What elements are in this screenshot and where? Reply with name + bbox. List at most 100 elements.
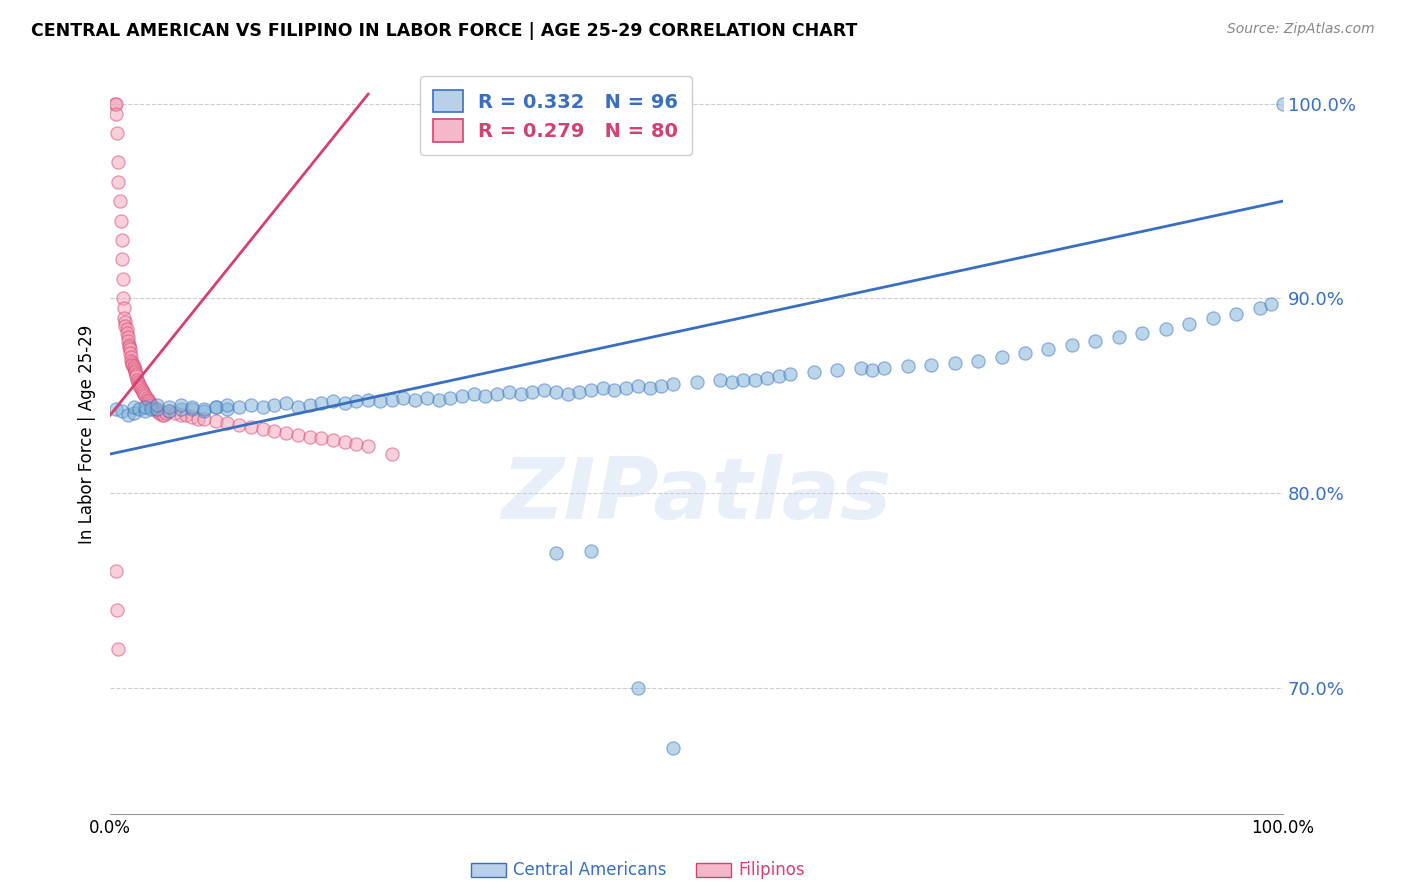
Point — [181, 401, 204, 415]
Point — [134, 389, 156, 403]
Point — [153, 408, 176, 422]
Point — [107, 175, 129, 189]
Point — [134, 401, 156, 415]
Point — [592, 381, 614, 395]
Point — [114, 315, 136, 329]
Point — [131, 383, 153, 397]
Point — [117, 408, 139, 422]
Point — [1084, 334, 1107, 348]
Point — [120, 346, 142, 360]
Point — [309, 432, 332, 446]
Point — [544, 384, 567, 399]
Point — [228, 401, 250, 415]
Point — [148, 406, 170, 420]
Point — [124, 365, 146, 379]
Point — [169, 398, 191, 412]
Point — [146, 402, 169, 417]
Point — [141, 401, 163, 415]
Point — [309, 396, 332, 410]
Point — [252, 401, 274, 415]
Point — [263, 398, 285, 412]
Point — [439, 391, 461, 405]
Point — [509, 386, 531, 401]
Point — [603, 383, 626, 397]
Point — [117, 334, 139, 348]
Point — [111, 233, 134, 247]
Point — [357, 439, 380, 453]
Point — [298, 429, 321, 443]
Point — [779, 368, 801, 382]
Y-axis label: In Labor Force | Age 25-29: In Labor Force | Age 25-29 — [79, 325, 96, 544]
Point — [298, 398, 321, 412]
Point — [381, 447, 404, 461]
Point — [486, 386, 509, 401]
Point — [252, 422, 274, 436]
Point — [187, 412, 209, 426]
Point — [873, 361, 896, 376]
Point — [124, 363, 146, 377]
Point — [136, 392, 159, 407]
Text: ZIPatlas: ZIPatlas — [502, 454, 891, 537]
Point — [1014, 346, 1036, 360]
Point — [141, 398, 163, 412]
Point — [217, 398, 239, 412]
Point — [709, 373, 731, 387]
Point — [104, 96, 127, 111]
Point — [1130, 326, 1153, 341]
Point — [744, 373, 766, 387]
Point — [105, 126, 128, 140]
Point — [105, 402, 128, 417]
Point — [1201, 310, 1223, 325]
Point — [139, 396, 162, 410]
Point — [146, 398, 169, 412]
Point — [122, 359, 145, 374]
Point — [115, 322, 138, 336]
Point — [990, 350, 1012, 364]
Point — [110, 213, 132, 227]
Point — [803, 365, 825, 379]
Text: Source: ZipAtlas.com: Source: ZipAtlas.com — [1227, 22, 1375, 37]
Point — [239, 398, 262, 412]
Point — [333, 435, 356, 450]
Point — [122, 401, 145, 415]
Point — [544, 546, 567, 560]
Point — [141, 402, 163, 417]
Point — [322, 434, 344, 448]
Point — [204, 401, 226, 415]
Point — [127, 375, 149, 389]
Point — [127, 373, 149, 387]
Point — [1272, 96, 1295, 111]
Point — [111, 252, 134, 267]
Point — [239, 419, 262, 434]
Point — [614, 381, 637, 395]
Text: Central Americans: Central Americans — [513, 861, 666, 879]
Point — [967, 353, 990, 368]
Point — [943, 355, 966, 369]
Point — [1249, 301, 1271, 315]
Point — [627, 379, 650, 393]
Point — [105, 603, 128, 617]
Point — [392, 391, 415, 405]
Point — [128, 376, 150, 391]
Point — [125, 369, 148, 384]
Point — [627, 681, 650, 695]
Point — [862, 363, 884, 377]
Point — [157, 404, 180, 418]
Point — [134, 386, 156, 401]
Point — [416, 391, 439, 405]
Point — [122, 361, 145, 376]
Point — [357, 392, 380, 407]
Point — [135, 391, 157, 405]
Point — [827, 363, 849, 377]
Point — [105, 96, 128, 111]
Point — [217, 402, 239, 417]
Point — [346, 394, 368, 409]
Point — [228, 417, 250, 432]
Point — [157, 404, 180, 418]
Point — [112, 291, 135, 305]
Point — [122, 406, 145, 420]
Text: Filipinos: Filipinos — [738, 861, 804, 879]
Point — [128, 379, 150, 393]
Point — [193, 412, 215, 426]
Point — [132, 384, 155, 399]
